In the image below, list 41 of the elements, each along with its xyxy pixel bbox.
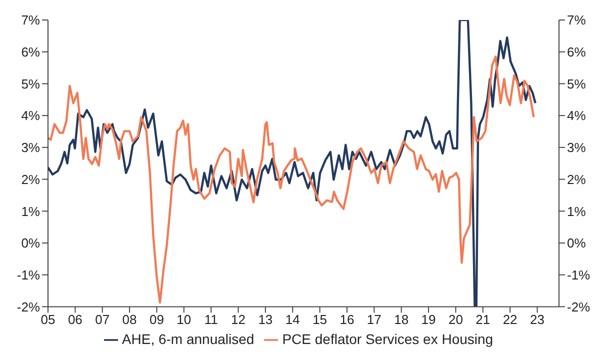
y-tick-label: 7%: [21, 12, 40, 28]
x-tick-label: 08: [122, 312, 137, 327]
x-tick-label: 16: [340, 312, 354, 327]
x-tick-label: 22: [502, 312, 518, 327]
y2-tick-label: 6%: [567, 44, 586, 60]
y-tick-label: 6%: [21, 44, 40, 60]
x-tick-label: 23: [530, 312, 544, 327]
y-tick-label: -1%: [16, 267, 40, 282]
x-tick-label: 18: [394, 312, 409, 327]
x-tick-label: 17: [366, 312, 382, 327]
y2-tick-label: 1%: [567, 204, 586, 219]
x-tick-label: 11: [204, 312, 218, 327]
x-tick-label: 21: [476, 312, 490, 327]
y-tick-label: -2%: [16, 299, 40, 314]
x-tick-label: 20: [448, 312, 463, 327]
y-tick-label: 5%: [21, 76, 40, 92]
y-tick-label: 3%: [21, 140, 40, 156]
x-tick-label: 12: [231, 312, 246, 327]
x-tick-label: 07: [95, 312, 110, 327]
y-tick-label: 4%: [21, 108, 40, 124]
y-tick-label: 0%: [21, 236, 40, 251]
legend-label: AHE, 6-m annualised: [122, 330, 254, 347]
x-tick-label: 13: [258, 312, 273, 327]
y2-tick-label: 5%: [567, 76, 586, 92]
y2-tick-label: 3%: [567, 140, 586, 156]
y2-tick-label: -1%: [567, 267, 591, 282]
x-tick-label: 09: [149, 312, 164, 327]
legend-label: PCE deflator Services ex Housing: [282, 330, 494, 347]
x-tick-label: 14: [285, 312, 300, 327]
y2-tick-label: 7%: [567, 12, 586, 28]
y-tick-label: 2%: [21, 172, 40, 187]
x-tick-label: 19: [421, 312, 436, 327]
y2-tick-label: 4%: [567, 108, 586, 124]
x-tick-label: 15: [312, 312, 328, 327]
y2-tick-label: -2%: [567, 299, 591, 314]
x-tick-label: 10: [176, 312, 192, 327]
y2-tick-label: 0%: [567, 236, 586, 251]
y2-tick-label: 2%: [567, 172, 586, 187]
x-tick-label: 06: [68, 312, 82, 327]
x-tick-label: 05: [40, 312, 56, 327]
y-tick-label: 1%: [21, 204, 40, 219]
